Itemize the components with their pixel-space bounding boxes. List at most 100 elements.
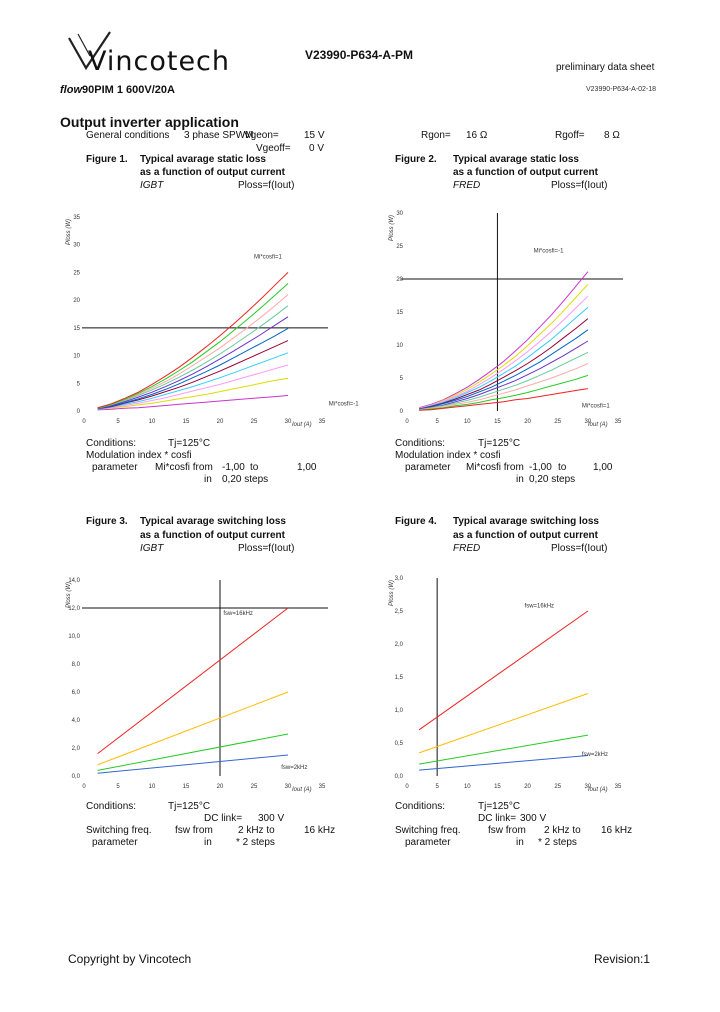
vgeoff-label: Vgeoff= — [256, 143, 291, 154]
fig1-series-line — [97, 327, 289, 410]
rgon-label: Rgon= — [421, 130, 451, 141]
fig4-dc-val: 300 V — [520, 813, 547, 824]
fig1-ytick-label: 15 — [73, 326, 80, 332]
fig2-series-line — [418, 307, 589, 410]
fig1-series-line — [97, 316, 289, 410]
fig4-param-label: parameter — [405, 837, 451, 848]
fig1-y-axis-label: Ploss (W) — [66, 219, 72, 245]
vgeon-value: 15 V — [304, 130, 325, 141]
rgon-value: 16 Ω — [466, 130, 488, 141]
fig3-in: in — [204, 837, 212, 848]
fig4-xtick-label: 30 — [585, 784, 592, 790]
fig3-title-line2: as a function of output current — [140, 530, 285, 541]
fig2-to-val: 1,00 — [593, 462, 613, 473]
fig2-cond-label: Conditions: — [395, 438, 446, 449]
fig1-series-line — [97, 377, 289, 410]
fig3-device: IGBT — [140, 543, 164, 554]
fig2-param-label: parameter — [405, 462, 451, 473]
fig1-series-line — [97, 395, 289, 411]
fig3-dc-label: DC link= — [204, 813, 243, 824]
fig2-ytick-label: 20 — [396, 277, 403, 283]
fig2-xtick-label: 25 — [554, 419, 561, 425]
fig3-x-axis-label: Iout (A) — [292, 787, 312, 793]
fig3-ytick-label: 4,0 — [72, 718, 81, 724]
fig4-ytick-label: 0,5 — [395, 741, 404, 747]
fig3-xtick-label: 0 — [82, 784, 86, 790]
product-rest: 90PIM 1 600V/20A — [82, 84, 175, 96]
fig2-annotation: Mi*cosfi=1 — [582, 404, 611, 410]
fig2-x-axis-label: Iout (A) — [588, 422, 608, 428]
fig3-ytick-label: 10,0 — [68, 634, 80, 640]
fig3-annotation: fsw=2kHz — [281, 765, 307, 771]
fig2-series-line — [418, 295, 589, 409]
fig3-to-val: 16 kHz — [304, 825, 336, 836]
fig1-to: to — [250, 462, 259, 473]
fig4-ytick-label: 2,5 — [395, 609, 404, 615]
fig1-series-line — [97, 352, 289, 410]
fig2-series-line — [419, 351, 589, 411]
fig1-series-line — [97, 364, 289, 410]
product-name: flow90PIM 1 600V/20A — [60, 84, 175, 96]
fig1-series-line — [97, 272, 289, 409]
fig3-ytick-label: 12,0 — [68, 606, 80, 612]
fig4-in: in — [516, 837, 524, 848]
fig4-steps: * 2 steps — [538, 837, 577, 848]
fig4-title-line1: Typical avarage switching loss — [453, 516, 599, 527]
fig4-series-line — [418, 610, 589, 731]
fig4-annotation: fsw=2kHz — [582, 752, 608, 758]
fig1-from-val: -1,00 — [222, 462, 245, 473]
fig4-title-line2: as a function of output current — [453, 530, 598, 541]
fig3-dc-val: 300 V — [258, 813, 285, 824]
fig1-series-line — [97, 340, 289, 410]
fig3-xtick-label: 35 — [319, 784, 326, 790]
fig1-in: in — [204, 474, 212, 485]
fig3-fsw-from: fsw from — [175, 825, 213, 836]
fig2-ytick-label: 30 — [396, 211, 403, 217]
fig2-xtick-label: 35 — [615, 419, 622, 425]
fig2-series-line — [419, 374, 589, 411]
fig2-series-line — [418, 271, 589, 409]
fig3-cond-label: Conditions: — [86, 801, 137, 812]
fig4-annotation: fsw=16kHz — [525, 604, 555, 610]
general-mode: 3 phase SPWM — [184, 130, 254, 141]
fig4-xtick-label: 15 — [494, 784, 501, 790]
fig1-label: Figure 1. — [86, 154, 128, 165]
fig1-xtick-label: 15 — [183, 419, 190, 425]
fig2-series-line — [418, 318, 589, 410]
fig1-ytick-label: 10 — [73, 354, 80, 360]
fig4-xtick-label: 20 — [524, 784, 531, 790]
fig2-to: to — [558, 462, 567, 473]
fig2-series-line — [419, 388, 588, 411]
fig2-chart: 0 5 10 15 20 25 30 0 5 10 15 20 25 30 35 Ploss (W) Iout … — [389, 211, 623, 428]
fig1-xtick-label: 20 — [217, 419, 224, 425]
fig1-series-line — [97, 294, 289, 409]
fig2-formula: Ploss=f(Iout) — [551, 180, 608, 191]
fig4-dc-label: DC link= — [478, 813, 517, 824]
fig1-formula: Ploss=f(Iout) — [238, 180, 295, 191]
fig2-mod-label: Modulation index * cosfi — [395, 450, 501, 461]
fig3-series-line — [97, 733, 289, 771]
fig1-x-axis-label: Iout (A) — [292, 422, 312, 428]
fig2-mi-from: Mi*cosfi from — [466, 462, 524, 473]
fig1-steps: 0,20 steps — [222, 474, 269, 485]
fig1-to-val: 1,00 — [297, 462, 317, 473]
fig4-ytick-label: 1,0 — [395, 708, 404, 714]
fig1-annotation: Mi*cosfi=-1 — [329, 401, 360, 407]
fig2-ytick-label: 5 — [400, 376, 404, 382]
fig4-sw-label: Switching freq. — [395, 825, 461, 836]
fig3-ytick-label: 0,0 — [72, 774, 81, 780]
fig3-xtick-label: 15 — [183, 784, 190, 790]
fig4-cond-label: Conditions: — [395, 801, 446, 812]
fig1-series-line — [97, 305, 289, 409]
fig3-annotation: fsw=16kHz — [223, 611, 253, 617]
fig2-xtick-label: 0 — [405, 419, 409, 425]
fig3-xtick-label: 10 — [149, 784, 156, 790]
fig1-annotation: Mi*cosfi=1 — [254, 255, 283, 261]
fig2-series-line — [419, 363, 589, 411]
fig1-ytick-label: 35 — [73, 215, 80, 221]
fig1-xtick-label: 5 — [116, 419, 120, 425]
fig4-xtick-label: 0 — [405, 784, 409, 790]
fig2-label: Figure 2. — [395, 154, 437, 165]
fig2-in: in — [516, 474, 524, 485]
